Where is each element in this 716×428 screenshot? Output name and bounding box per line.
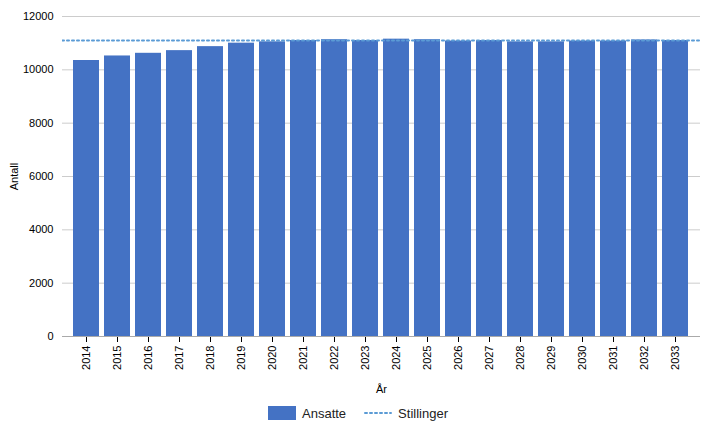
svg-text:2000: 2000	[29, 277, 53, 289]
svg-text:6000: 6000	[29, 170, 53, 182]
svg-text:4000: 4000	[29, 223, 53, 235]
svg-text:2029: 2029	[545, 346, 557, 370]
svg-text:2031: 2031	[607, 346, 619, 370]
svg-text:2026: 2026	[452, 346, 464, 370]
svg-text:2016: 2016	[142, 346, 154, 370]
svg-text:2032: 2032	[638, 346, 650, 370]
svg-text:2014: 2014	[80, 346, 92, 370]
svg-text:Antall: Antall	[8, 163, 20, 191]
svg-text:2019: 2019	[235, 346, 247, 370]
svg-text:12000: 12000	[23, 10, 54, 22]
svg-text:2018: 2018	[204, 346, 216, 370]
svg-text:2030: 2030	[576, 346, 588, 370]
svg-text:2025: 2025	[421, 346, 433, 370]
svg-text:2017: 2017	[173, 346, 185, 370]
svg-text:2024: 2024	[390, 346, 402, 370]
svg-text:2021: 2021	[297, 346, 309, 370]
html-text:Stillinger: Stillinger	[398, 405, 448, 421]
svg-text:8000: 8000	[29, 117, 53, 129]
svg-text:10000: 10000	[23, 63, 54, 75]
html-text:Ansatte: Ansatte	[302, 405, 347, 421]
svg-text:2027: 2027	[483, 346, 495, 370]
svg-text:År: År	[376, 383, 387, 395]
svg-text:2022: 2022	[328, 346, 340, 370]
svg-text:2033: 2033	[669, 346, 681, 370]
svg-text:2020: 2020	[266, 346, 278, 370]
svg-text:2015: 2015	[111, 346, 123, 370]
svg-text:2028: 2028	[514, 346, 526, 370]
svg-text:0: 0	[47, 330, 53, 342]
svg-text:2023: 2023	[359, 346, 371, 370]
